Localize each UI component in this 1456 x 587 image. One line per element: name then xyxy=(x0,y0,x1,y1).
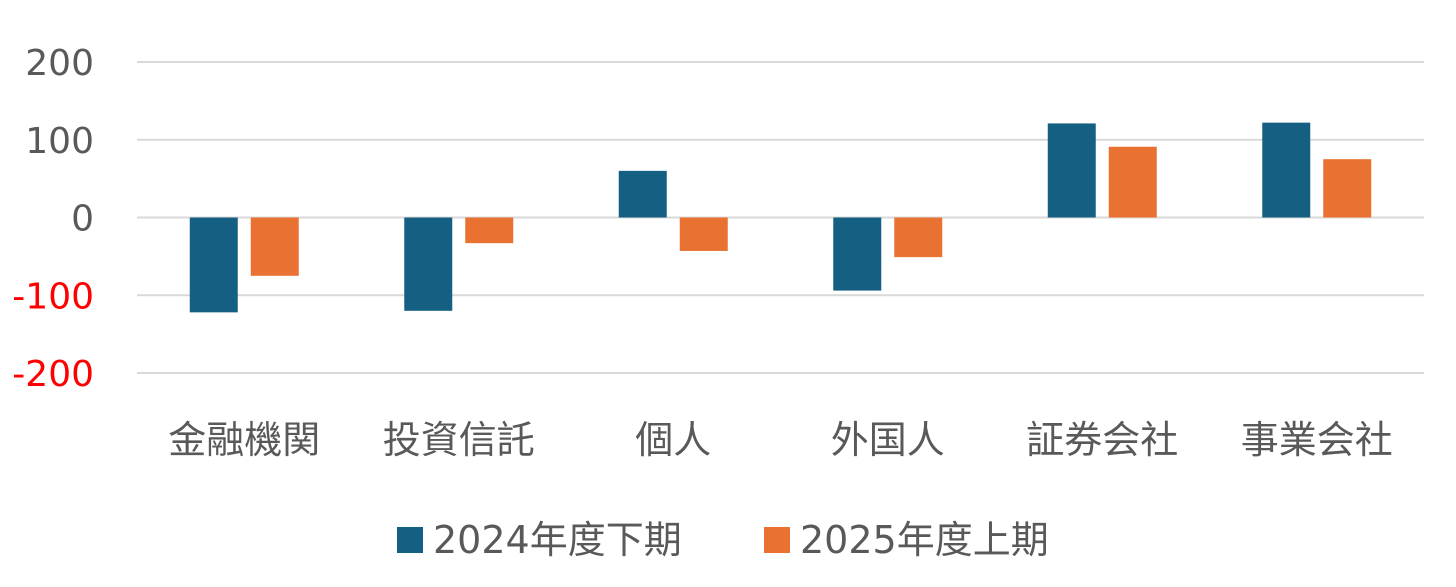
legend-label: 2025年度上期 xyxy=(800,518,1049,562)
category-label: 個人 xyxy=(635,418,711,462)
legend-label: 2024年度下期 xyxy=(433,518,682,562)
y-axis-tick-labels: 200 100 0 -100 -200 xyxy=(12,43,94,395)
legend-swatch xyxy=(397,527,423,553)
category-label: 事業会社 xyxy=(1241,418,1393,462)
y-tick-label: 200 xyxy=(25,43,94,84)
bar-2 xyxy=(1323,159,1372,218)
category-label: 証券会社 xyxy=(1026,418,1178,462)
bar-2 xyxy=(679,217,728,251)
bar-2 xyxy=(894,217,943,258)
category-label: 外国人 xyxy=(831,418,945,462)
bar-1 xyxy=(189,217,238,313)
bars xyxy=(189,122,1372,313)
bar-1 xyxy=(833,217,882,291)
y-tick-label: -100 xyxy=(12,276,94,317)
gridlines xyxy=(137,61,1424,374)
bar-1 xyxy=(1047,123,1096,218)
legend: 2024年度下期 2025年度上期 xyxy=(397,518,1049,562)
y-tick-label: -200 xyxy=(12,354,94,395)
y-tick-label: 0 xyxy=(71,199,94,240)
bar-1 xyxy=(404,217,453,311)
bar-1 xyxy=(1262,122,1311,218)
y-tick-label: 100 xyxy=(25,121,94,162)
legend-swatch xyxy=(764,527,790,553)
category-label: 金融機関 xyxy=(168,418,320,462)
bar-2 xyxy=(465,217,514,244)
bar-2 xyxy=(1108,146,1157,218)
bar-2 xyxy=(250,217,299,276)
bar-1 xyxy=(618,170,667,218)
category-label: 投資信託 xyxy=(383,418,535,462)
x-axis-category-labels: 金融機関 投資信託 個人 外国人 証券会社 事業会社 xyxy=(168,418,1393,462)
